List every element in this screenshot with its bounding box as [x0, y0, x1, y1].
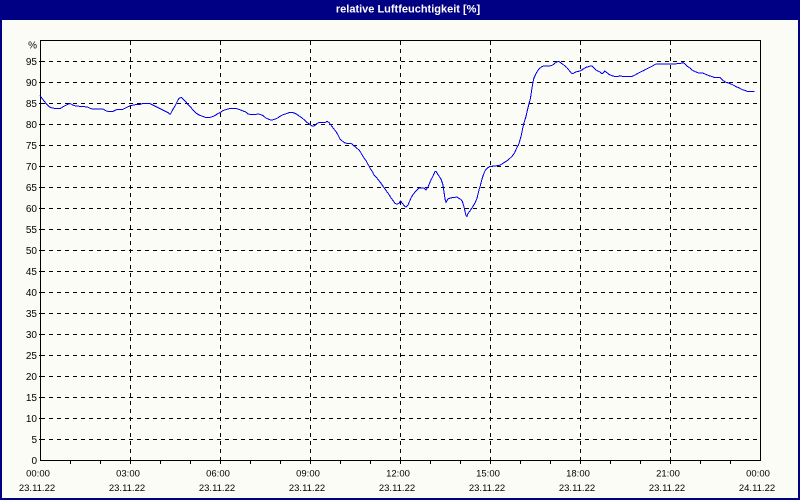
svg-text:60: 60	[26, 204, 38, 215]
svg-text:23.11.22: 23.11.22	[469, 483, 505, 494]
svg-text:23.11.22: 23.11.22	[199, 483, 235, 494]
svg-text:85: 85	[26, 99, 38, 110]
svg-text:20: 20	[26, 372, 38, 383]
svg-text:09:00: 09:00	[296, 469, 320, 480]
svg-text:18:00: 18:00	[566, 469, 590, 480]
svg-text:23.11.22: 23.11.22	[289, 483, 325, 494]
svg-text:%: %	[28, 41, 37, 52]
svg-text:12:00: 12:00	[386, 469, 410, 480]
svg-text:03:00: 03:00	[116, 469, 140, 480]
svg-text:45: 45	[26, 267, 38, 278]
svg-text:55: 55	[26, 225, 38, 236]
svg-text:21:00: 21:00	[656, 469, 680, 480]
svg-text:06:00: 06:00	[206, 469, 230, 480]
svg-text:25: 25	[26, 351, 38, 362]
svg-text:50: 50	[26, 246, 38, 257]
svg-text:relative Luftfeuchtigkeit [%]: relative Luftfeuchtigkeit [%]	[336, 4, 481, 16]
svg-text:5: 5	[31, 435, 37, 446]
svg-text:23.11.22: 23.11.22	[559, 483, 595, 494]
svg-text:65: 65	[26, 183, 38, 194]
svg-text:70: 70	[26, 162, 38, 173]
svg-text:23.11.22: 23.11.22	[109, 483, 145, 494]
svg-text:24.11.22: 24.11.22	[739, 483, 775, 494]
svg-text:00:00: 00:00	[746, 469, 770, 480]
svg-text:23.11.22: 23.11.22	[649, 483, 685, 494]
svg-text:15:00: 15:00	[476, 469, 500, 480]
svg-text:90: 90	[26, 78, 38, 89]
svg-text:15: 15	[26, 393, 38, 404]
svg-text:23.11.22: 23.11.22	[379, 483, 415, 494]
svg-text:95: 95	[26, 57, 38, 68]
svg-text:75: 75	[26, 141, 38, 152]
svg-text:00:00: 00:00	[26, 469, 50, 480]
svg-text:10: 10	[26, 414, 38, 425]
svg-text:80: 80	[26, 120, 38, 131]
svg-text:35: 35	[26, 309, 38, 320]
svg-text:30: 30	[26, 330, 38, 341]
svg-text:40: 40	[26, 288, 38, 299]
svg-text:0: 0	[31, 456, 37, 467]
svg-text:23.11.22: 23.11.22	[19, 483, 55, 494]
